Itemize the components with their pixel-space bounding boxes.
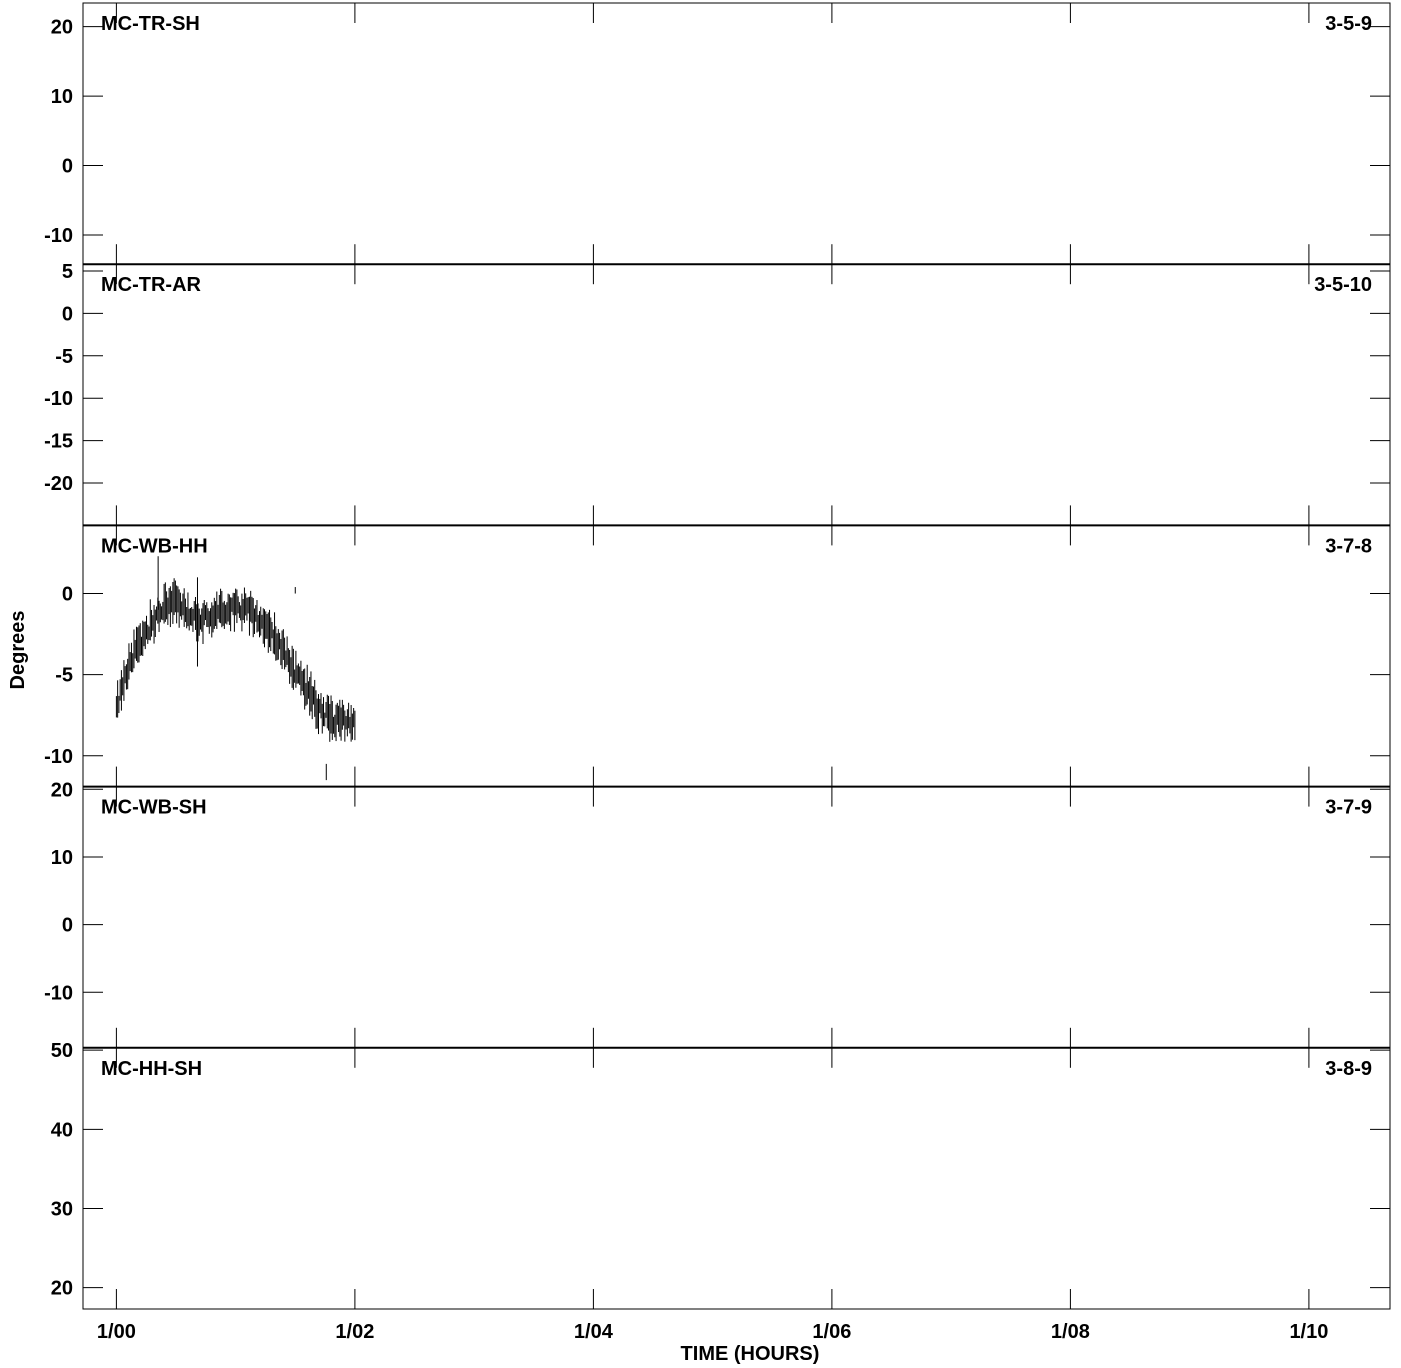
y-tick-label: 40 [51,1119,73,1141]
panel-label-right: 3-5-10 [1314,274,1372,296]
x-tick-label: 1/10 [1289,1321,1328,1343]
x-tick-label: 1/00 [97,1321,136,1343]
x-tick-label: 1/06 [812,1321,851,1343]
y-tick-label: 10 [51,86,73,108]
x-tick-label: 1/02 [335,1321,374,1343]
y-tick-label: 10 [51,847,73,869]
y-tick-label: -5 [55,665,73,687]
x-tick-label: 1/08 [1051,1321,1090,1343]
y-tick-label: 0 [62,303,73,325]
y-tick-label: -10 [44,746,73,768]
y-tick-label: 5 [62,261,73,283]
panel-label-left: MC-TR-SH [101,13,200,35]
plot-border [82,2,1391,1310]
y-tick-label: 0 [62,584,73,606]
y-tick-label: -20 [44,473,73,495]
panel-label-right: 3-8-9 [1325,1058,1372,1080]
panel-mc-tr-ar: 5 0 -5 -10 -15 -20 MC-TR-AR 3-5-10 [44,261,1390,526]
panel-mc-wb-sh: 20 10 0 -10 MC-WB-SH 3-7-9 [44,779,1390,1048]
panel-label-right: 3-7-8 [1325,535,1372,557]
panel-label-right: 3-5-9 [1325,13,1372,35]
panel-mc-wb-hh: 0 -5 -10 MC-WB-HH 3-7-8 [44,524,1390,787]
panel-mc-hh-sh: 50 40 30 20 MC-HH-SH 3-8-9 [51,1040,1390,1309]
plot-frame [82,2,1391,1310]
y-tick-label: -5 [55,346,73,368]
y-tick-label: 20 [51,779,73,801]
x-axis: 1/00 1/02 1/04 1/06 1/08 1/10 [97,1321,1328,1343]
panel-label-left: MC-TR-AR [101,274,202,296]
panel-label-left: MC-WB-SH [101,797,207,819]
y-tick-label: 20 [51,1278,73,1300]
y-tick-label: -10 [44,225,73,247]
y-tick-label: -10 [44,982,73,1004]
y-tick-label: 30 [51,1198,73,1220]
y-tick-label: 0 [62,156,73,178]
y-tick-label: 20 [51,17,73,39]
x-tick-label: 1/04 [574,1321,614,1343]
panel-label-left: MC-HH-SH [101,1058,202,1080]
y-axis-title: Degrees [7,611,29,690]
series-0 [115,556,356,781]
y-tick-label: 0 [62,915,73,937]
panel-label-right: 3-7-9 [1325,797,1372,819]
panel-label-left: MC-WB-HH [101,535,208,557]
y-tick-label: -10 [44,388,73,410]
panel-mc-tr-sh: 20 10 0 -10 MC-TR-SH 3-5-9 [44,3,1390,265]
y-tick-label: 50 [51,1040,73,1062]
y-tick-label: -15 [44,431,73,453]
x-axis-title: TIME (HOURS) [681,1343,820,1365]
